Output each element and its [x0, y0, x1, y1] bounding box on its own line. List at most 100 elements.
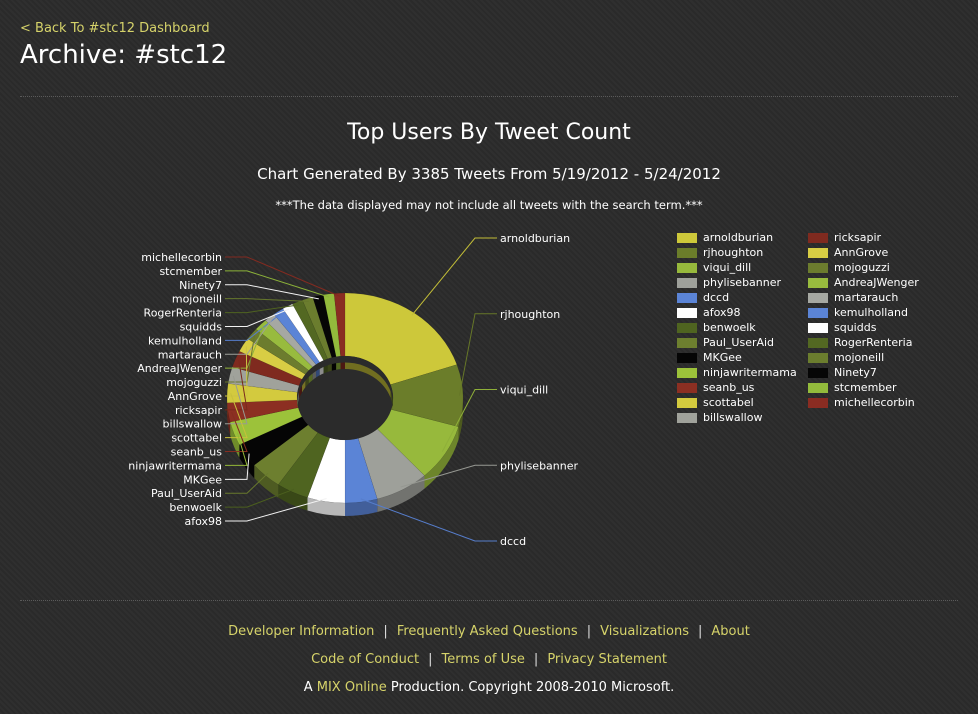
legend-item-squidds: squidds — [808, 320, 876, 335]
legend-item-andreajwenger: AndreaJWenger — [808, 275, 919, 290]
slice-label-squidds: squidds — [180, 320, 223, 333]
legend-item-martarauch: martarauch — [808, 290, 898, 305]
slice-label-mkgee: MKGee — [183, 473, 222, 486]
slice-side-paul-useraid — [254, 465, 279, 498]
footer-separator: | — [383, 624, 388, 639]
back-to-dashboard-link[interactable]: < Back To #stc12 Dashboard — [20, 21, 210, 36]
slice-label-ninety7: Ninety7 — [179, 279, 222, 292]
header-divider — [20, 96, 958, 97]
legend-label: martarauch — [834, 291, 899, 304]
legend-swatch — [808, 277, 828, 288]
footer-separator: | — [586, 624, 592, 639]
copyright: A MIX Online Production. Copyright 2008-… — [0, 680, 978, 695]
legend-item-paul-useraid: Paul_UserAid — [677, 335, 774, 350]
chart-legend: arnoldburian rjhoughton viqui_dill phyliseb… — [677, 230, 937, 430]
legend-item-ninety7: Ninety7 — [808, 365, 877, 380]
leader-line-stcmember — [225, 270, 330, 298]
terms-of-use-link[interactable]: Terms of Use — [441, 652, 525, 667]
chart-title: Top Users By Tweet Count — [347, 120, 631, 145]
slice-label-paul-useraid: Paul_UserAid — [151, 487, 222, 500]
chart-subtitle: Chart Generated By 3385 Tweets From 5/19… — [257, 165, 721, 183]
legend-swatch — [808, 232, 828, 243]
legend-item-benwoelk: benwoelk — [677, 320, 756, 335]
legend-swatch — [677, 412, 697, 423]
slice-inner-rogerrenteria — [323, 362, 328, 374]
leader-line-mojoneill — [225, 298, 309, 302]
legend-label: AndreaJWenger — [834, 276, 919, 289]
slice-side-benwoelk — [278, 484, 308, 511]
privacy-statement-link[interactable]: Privacy Statement — [547, 652, 667, 667]
slice-side-rjhoughton — [458, 398, 463, 440]
legend-label: phylisebanner — [703, 276, 782, 289]
slice-side-seanb-us — [227, 402, 231, 436]
copyright-prefix: A — [303, 680, 317, 695]
leader-line-dccd — [360, 498, 497, 542]
legend-swatch — [677, 382, 697, 393]
developer-information-link[interactable]: Developer Information — [228, 624, 375, 639]
slice-label-afox98: afox98 — [184, 515, 222, 528]
slice-labels: arnoldburian rjhoughton viqui_dill phyliseb… — [128, 232, 578, 548]
about-link[interactable]: About — [711, 624, 750, 639]
legend-label: benwoelk — [703, 321, 756, 334]
legend-swatch — [808, 292, 828, 303]
leader-line-benwoelk — [225, 488, 295, 508]
leader-line-viqui-dill — [441, 389, 497, 452]
slice-side-dccd — [345, 498, 378, 517]
pie-slices — [226, 292, 464, 504]
legend-item-stcmember: stcmember — [808, 380, 897, 395]
faq-link[interactable]: Frequently Asked Questions — [396, 624, 578, 639]
legend-swatch — [677, 367, 697, 378]
legend-label: mojoneill — [834, 351, 885, 364]
slice-label-billswallow: billswallow — [163, 418, 222, 431]
slice-label-martarauch: martarauch — [158, 348, 222, 361]
legend-item-mojoneill: mojoneill — [808, 350, 884, 365]
slice-side-phylisebanner — [377, 475, 425, 512]
legend-swatch — [808, 397, 828, 408]
legend-swatch — [677, 397, 697, 408]
slice-side-ninjawritermama — [230, 422, 240, 458]
legend-swatch — [677, 277, 697, 288]
mix-online-link[interactable]: MIX Online — [316, 680, 387, 695]
visualizations-link[interactable]: Visualizations — [600, 624, 689, 639]
legend-item-mojoguzzi: mojoguzzi — [808, 260, 890, 275]
slice-side-afox98 — [307, 497, 345, 517]
legend-swatch — [808, 262, 828, 273]
legend-swatch — [677, 232, 697, 243]
legend-item-arnoldburian: arnoldburian — [677, 230, 773, 245]
legend-label: rjhoughton — [703, 246, 764, 259]
legend-item-rjhoughton: rjhoughton — [677, 245, 763, 260]
copyright-suffix: Production. Copyright 2008-2010 Microsof… — [386, 680, 675, 695]
legend-item-dccd: dccd — [677, 290, 729, 305]
slice-label-andreajwenger: AndreaJWenger — [137, 362, 222, 375]
leader-line-rogerrenteria — [225, 304, 299, 314]
footer-links-primary: Developer Information | Frequently Asked Q… — [0, 624, 978, 639]
legend-label: afox98 — [703, 306, 741, 319]
legend-item-anngrove: AnnGrove — [808, 245, 888, 260]
legend-label: stcmember — [834, 381, 897, 394]
legend-label: ninjawritermama — [703, 366, 797, 379]
legend-swatch — [677, 292, 697, 303]
legend-swatch — [677, 337, 697, 348]
slice-label-phylisebanner: phylisebanner — [500, 459, 579, 472]
legend-swatch — [677, 352, 697, 363]
legend-label: Ninety7 — [834, 366, 877, 379]
legend-swatch — [808, 322, 828, 333]
legend-label: RogerRenteria — [834, 336, 913, 349]
leader-line-scottabel — [225, 393, 248, 439]
legend-label: michellecorbin — [834, 396, 915, 409]
leader-line-michellecorbin — [225, 256, 340, 297]
legend-label: billswallow — [703, 411, 763, 424]
legend-item-rogerrenteria: RogerRenteria — [808, 335, 912, 350]
legend-label: kemulholland — [834, 306, 908, 319]
slice-label-dccd: dccd — [500, 535, 526, 548]
code-of-conduct-link[interactable]: Code of Conduct — [311, 652, 420, 667]
slice-inner-stcmember — [336, 362, 341, 370]
leader-line-anngrove — [225, 346, 248, 397]
leader-line-seanb-us — [225, 411, 248, 453]
pie-side-walls — [227, 398, 463, 517]
leader-line-phylisebanner — [400, 464, 497, 488]
slice-label-rjhoughton: rjhoughton — [500, 308, 560, 321]
legend-swatch — [677, 307, 697, 318]
slice-label-viqui-dill: viqui_dill — [500, 384, 548, 397]
